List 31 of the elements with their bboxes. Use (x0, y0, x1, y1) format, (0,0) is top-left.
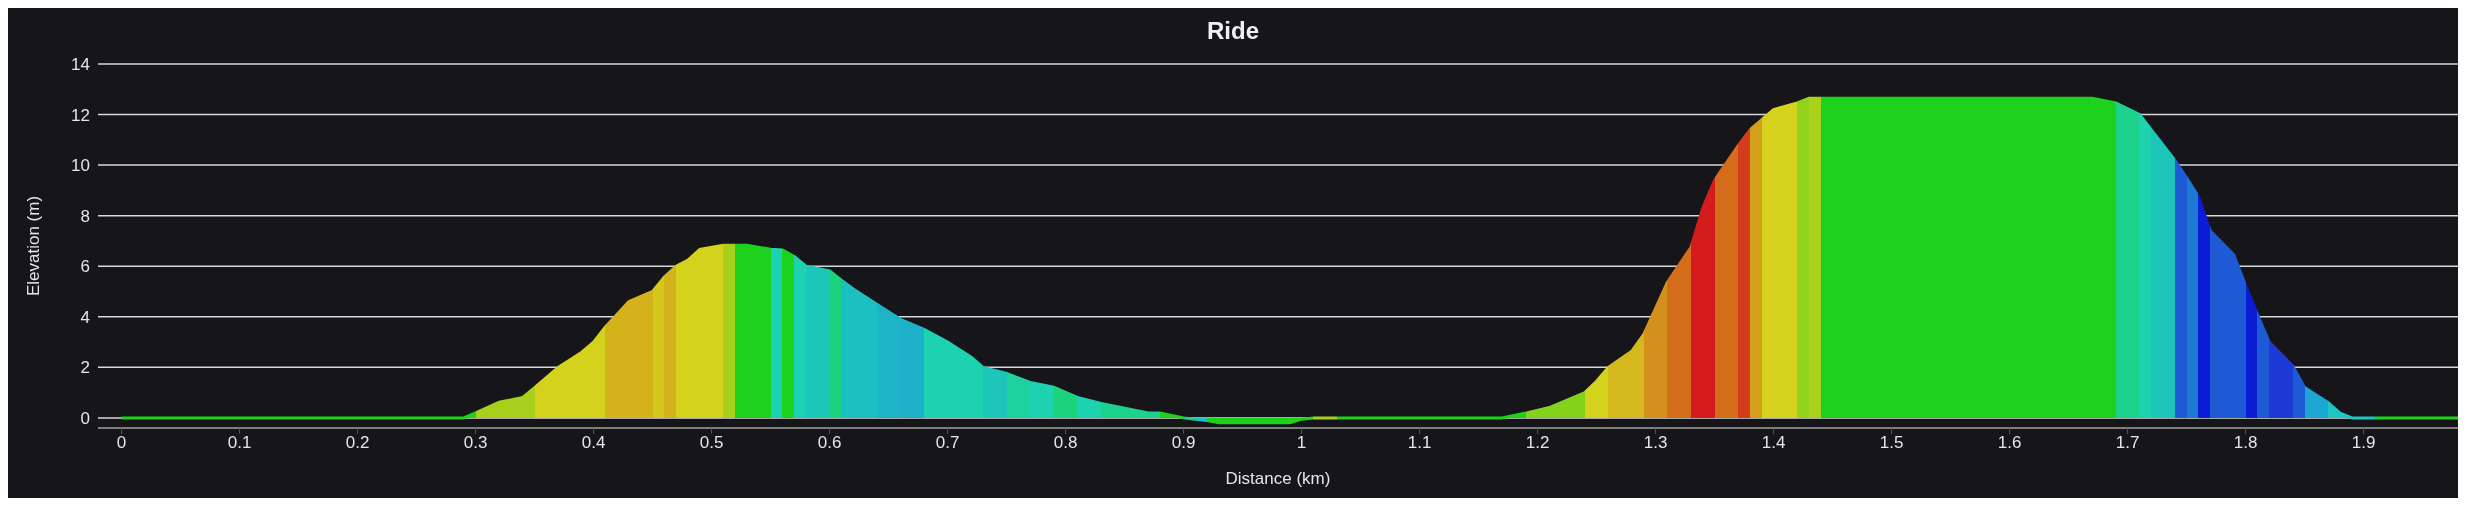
y-tick-label: 0 (80, 408, 90, 428)
y-axis-title: Elevation (m) (24, 195, 44, 297)
y-tick-label: 6 (80, 257, 90, 277)
x-tick-label: 0.6 (817, 433, 842, 453)
x-tick-label: 0.8 (1053, 433, 1078, 453)
x-tick-label: 1.8 (2233, 433, 2258, 453)
x-tick-label: 1.6 (1997, 433, 2022, 453)
y-tick-label: 14 (71, 55, 90, 75)
y-tick-label: 4 (80, 307, 90, 327)
x-tick-label: 0.5 (699, 433, 724, 453)
x-tick-label: 1.5 (1879, 433, 1904, 453)
x-tick-label: 0.2 (345, 433, 370, 453)
x-tick-label: 0.9 (1171, 433, 1196, 453)
x-tick-label: 0.4 (581, 433, 606, 453)
x-tick-label: 1.2 (1525, 433, 1550, 453)
x-tick-label: 0.1 (227, 433, 252, 453)
y-tick-label: 8 (80, 206, 90, 226)
x-tick-label: 1 (1296, 433, 1307, 453)
x-tick-label: 1.4 (1761, 433, 1786, 453)
x-tick-label: 0 (116, 433, 127, 453)
x-tick-label: 0.7 (935, 433, 960, 453)
x-tick-label: 1.7 (2115, 433, 2140, 453)
chart-title: Ride (1206, 16, 1260, 46)
x-tick-label: 1.1 (1407, 433, 1432, 453)
x-tick-label: 0.3 (463, 433, 488, 453)
y-tick-label: 10 (71, 156, 90, 176)
x-tick-label: 1.3 (1643, 433, 1668, 453)
x-axis-title: Distance (km) (1225, 469, 1331, 488)
x-tick-label: 1.9 (2351, 433, 2376, 453)
y-tick-label: 12 (71, 105, 90, 125)
y-tick-label: 2 (80, 358, 90, 378)
